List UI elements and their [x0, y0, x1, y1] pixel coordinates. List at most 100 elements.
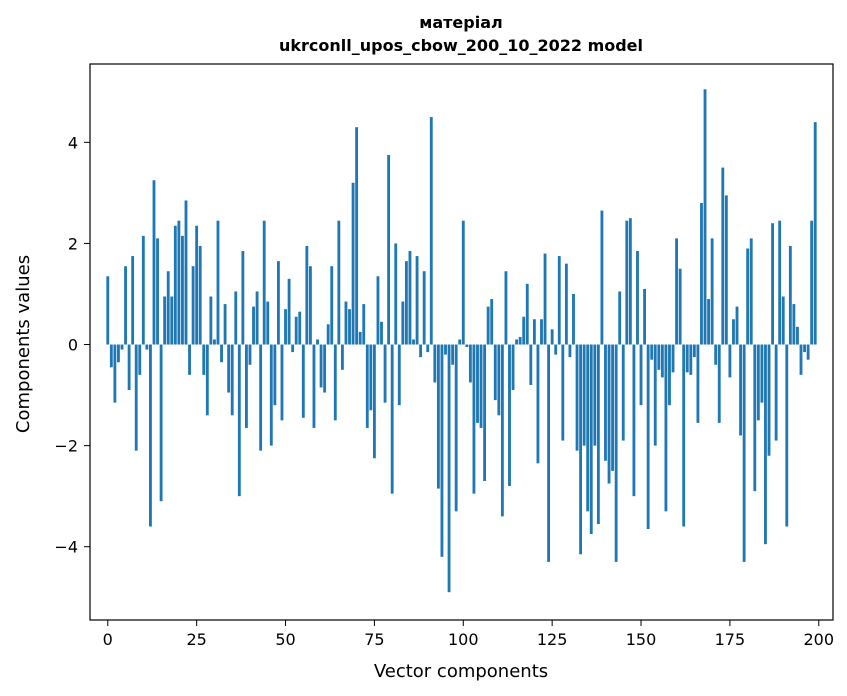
- bar: [376, 276, 380, 345]
- bar: [429, 117, 433, 345]
- y-tick-label: −2: [54, 437, 78, 456]
- bar: [195, 225, 199, 345]
- bar: [237, 344, 241, 497]
- bar: [767, 344, 771, 456]
- bar: [664, 344, 668, 512]
- bar: [198, 245, 202, 345]
- bar: [564, 263, 568, 345]
- bar: [227, 344, 231, 393]
- bar: [166, 271, 170, 345]
- bar: [543, 253, 547, 345]
- bar: [323, 344, 327, 393]
- bar: [515, 339, 519, 345]
- bar: [241, 251, 245, 345]
- bar: [163, 296, 167, 345]
- bar: [586, 344, 590, 512]
- bar: [394, 243, 398, 345]
- bar: [287, 278, 291, 345]
- bar: [589, 344, 593, 535]
- bar: [326, 324, 330, 345]
- bar: [685, 344, 689, 373]
- bar: [276, 261, 280, 345]
- bar: [692, 344, 696, 358]
- bar: [678, 268, 682, 345]
- bar: [742, 344, 746, 562]
- bar: [408, 251, 412, 345]
- bar: [771, 223, 774, 345]
- bar: [244, 344, 248, 428]
- x-tick-label: 200: [804, 630, 835, 649]
- bar: [365, 344, 369, 428]
- bar: [774, 344, 778, 441]
- bar: [508, 344, 511, 487]
- bar: [660, 344, 664, 378]
- bar: [351, 182, 355, 345]
- bar: [362, 304, 366, 345]
- x-axis-label: Vector components: [374, 661, 548, 682]
- bar: [330, 266, 334, 345]
- bar: [355, 127, 359, 345]
- bar: [333, 344, 337, 421]
- bar: [497, 344, 501, 416]
- bar: [479, 344, 483, 428]
- bar: [732, 319, 735, 345]
- bar: [476, 344, 479, 423]
- bar: [657, 344, 661, 370]
- bar: [173, 225, 177, 345]
- bar: [291, 344, 295, 353]
- x-tick-label: 125: [537, 630, 568, 649]
- bar: [582, 344, 586, 446]
- bar: [778, 220, 782, 345]
- x-tick-label: 175: [715, 630, 746, 649]
- bar: [604, 344, 607, 461]
- bar: [426, 344, 430, 353]
- bar: [223, 304, 227, 345]
- bar: [696, 344, 700, 423]
- y-tick-label: −4: [54, 538, 78, 557]
- bar: [131, 256, 135, 345]
- bar: [486, 306, 490, 345]
- bar: [518, 336, 522, 345]
- bar: [561, 344, 565, 441]
- x-tick-label: 75: [364, 630, 384, 649]
- bar: [149, 344, 152, 527]
- plot-area-frame: [89, 63, 834, 621]
- bar: [113, 344, 117, 403]
- bar: [572, 293, 575, 345]
- bar: [628, 218, 632, 345]
- y-tick-label: 4: [68, 133, 78, 152]
- y-tick-label: 0: [68, 336, 78, 355]
- bar: [618, 291, 622, 345]
- bar: [440, 344, 444, 557]
- bar: [611, 344, 615, 471]
- bar: [639, 344, 643, 406]
- bar: [444, 344, 447, 355]
- bar: [447, 344, 451, 593]
- bar: [319, 344, 323, 388]
- bar: [668, 344, 671, 406]
- bar: [220, 344, 223, 363]
- bar: [213, 339, 216, 345]
- bar: [792, 304, 796, 345]
- bar: [724, 195, 728, 345]
- x-tick-label: 50: [275, 630, 295, 649]
- bar: [703, 89, 707, 345]
- bar: [465, 344, 469, 348]
- bar: [710, 238, 714, 345]
- y-axis-label: Components values: [13, 255, 34, 433]
- bar: [632, 344, 636, 497]
- bar: [397, 344, 401, 406]
- bar: [170, 296, 174, 345]
- y-tick-label: 2: [68, 234, 78, 253]
- bar: [468, 344, 472, 383]
- bar-series: [106, 89, 817, 593]
- bar: [796, 326, 799, 345]
- bar: [369, 344, 373, 411]
- bar: [401, 301, 405, 345]
- bar: [372, 344, 376, 459]
- bar: [454, 344, 458, 512]
- bar: [269, 344, 273, 446]
- bar: [607, 344, 611, 484]
- bar: [419, 344, 423, 358]
- bar: [621, 344, 625, 441]
